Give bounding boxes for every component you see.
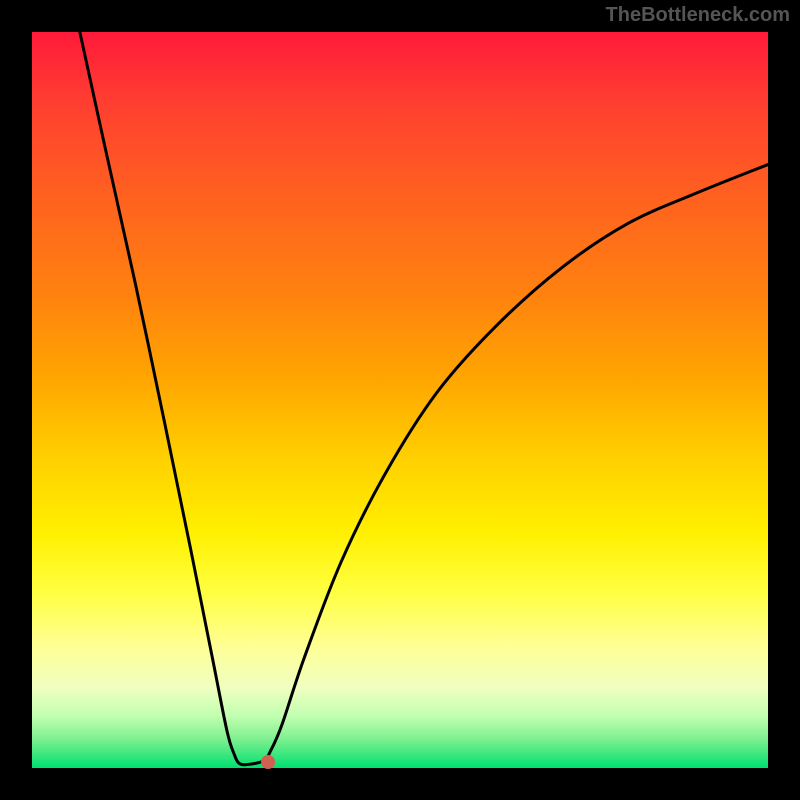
watermark-text: TheBottleneck.com	[606, 4, 790, 27]
chart-container: TheBottleneck.com	[0, 0, 800, 800]
plot-area	[32, 32, 768, 768]
optimal-point-marker	[261, 755, 275, 769]
bottleneck-curve	[32, 32, 768, 768]
